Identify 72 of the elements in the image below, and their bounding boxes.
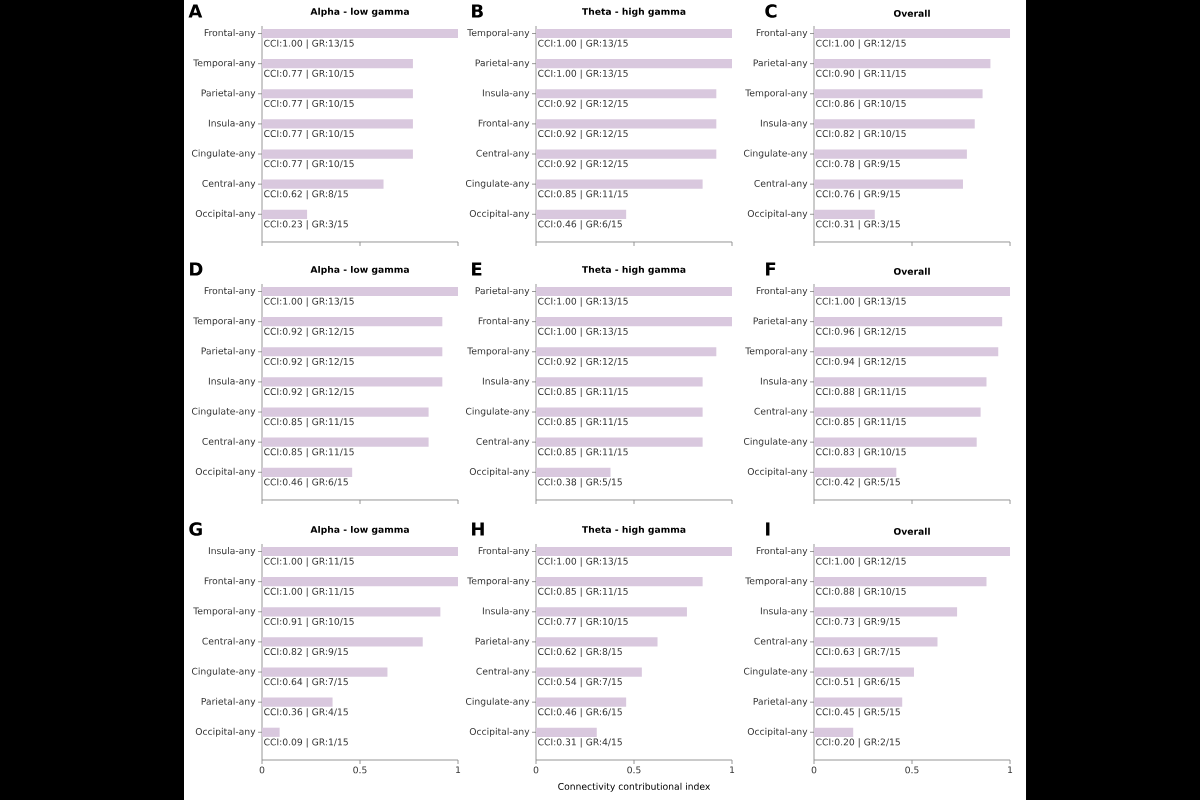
bar xyxy=(814,286,1011,297)
text: C xyxy=(765,4,777,18)
bar xyxy=(814,546,1011,557)
bar xyxy=(262,467,353,477)
bar xyxy=(262,28,459,39)
bar xyxy=(814,727,854,737)
bar xyxy=(536,577,703,587)
bar xyxy=(262,377,443,387)
bar xyxy=(536,467,611,477)
text: B xyxy=(472,4,483,18)
text: G xyxy=(189,522,202,536)
bar xyxy=(814,697,903,707)
bar xyxy=(262,209,308,219)
bar xyxy=(536,727,597,737)
bar xyxy=(536,119,717,129)
bar xyxy=(814,149,967,159)
bar xyxy=(262,577,459,587)
bar xyxy=(262,149,413,159)
bar xyxy=(536,209,627,219)
text: E xyxy=(472,262,482,276)
bar xyxy=(814,209,875,219)
bar xyxy=(536,377,703,387)
bar xyxy=(536,667,642,677)
bar xyxy=(262,727,280,737)
bar xyxy=(536,407,703,417)
text: H xyxy=(472,522,484,536)
bar xyxy=(814,467,897,477)
text: A xyxy=(188,4,203,18)
bar xyxy=(814,667,914,677)
bar xyxy=(814,607,958,617)
bar xyxy=(262,437,429,447)
text: D xyxy=(190,262,203,276)
bar xyxy=(536,28,733,39)
bar xyxy=(262,637,423,647)
bar xyxy=(262,89,413,99)
bar xyxy=(262,119,413,129)
bar xyxy=(536,546,733,557)
bar xyxy=(814,89,983,99)
bar xyxy=(262,407,429,417)
bar xyxy=(814,377,987,387)
bar xyxy=(536,149,717,159)
bar xyxy=(536,89,717,99)
bar xyxy=(536,317,733,327)
bar xyxy=(814,407,981,417)
text: I xyxy=(766,522,770,536)
bar xyxy=(262,607,441,617)
bar xyxy=(262,697,333,707)
bar xyxy=(814,347,999,357)
bar xyxy=(814,637,938,647)
bar xyxy=(536,637,658,647)
bar xyxy=(814,119,975,129)
bar xyxy=(536,437,703,447)
bar xyxy=(536,697,627,707)
bar xyxy=(262,546,459,557)
bar xyxy=(536,607,687,617)
bar xyxy=(262,59,413,69)
bar xyxy=(814,28,1011,39)
bar xyxy=(262,317,443,327)
bar xyxy=(536,179,703,189)
bar xyxy=(262,667,388,677)
bar xyxy=(814,577,987,587)
bar xyxy=(536,347,717,357)
bar xyxy=(262,347,443,357)
bar xyxy=(814,437,977,447)
bar xyxy=(536,59,733,69)
text: F xyxy=(766,262,776,276)
bar xyxy=(814,179,963,189)
bar xyxy=(814,317,1003,327)
bar xyxy=(536,286,733,297)
bar xyxy=(814,59,991,69)
bar xyxy=(262,286,459,297)
bar xyxy=(262,179,384,189)
